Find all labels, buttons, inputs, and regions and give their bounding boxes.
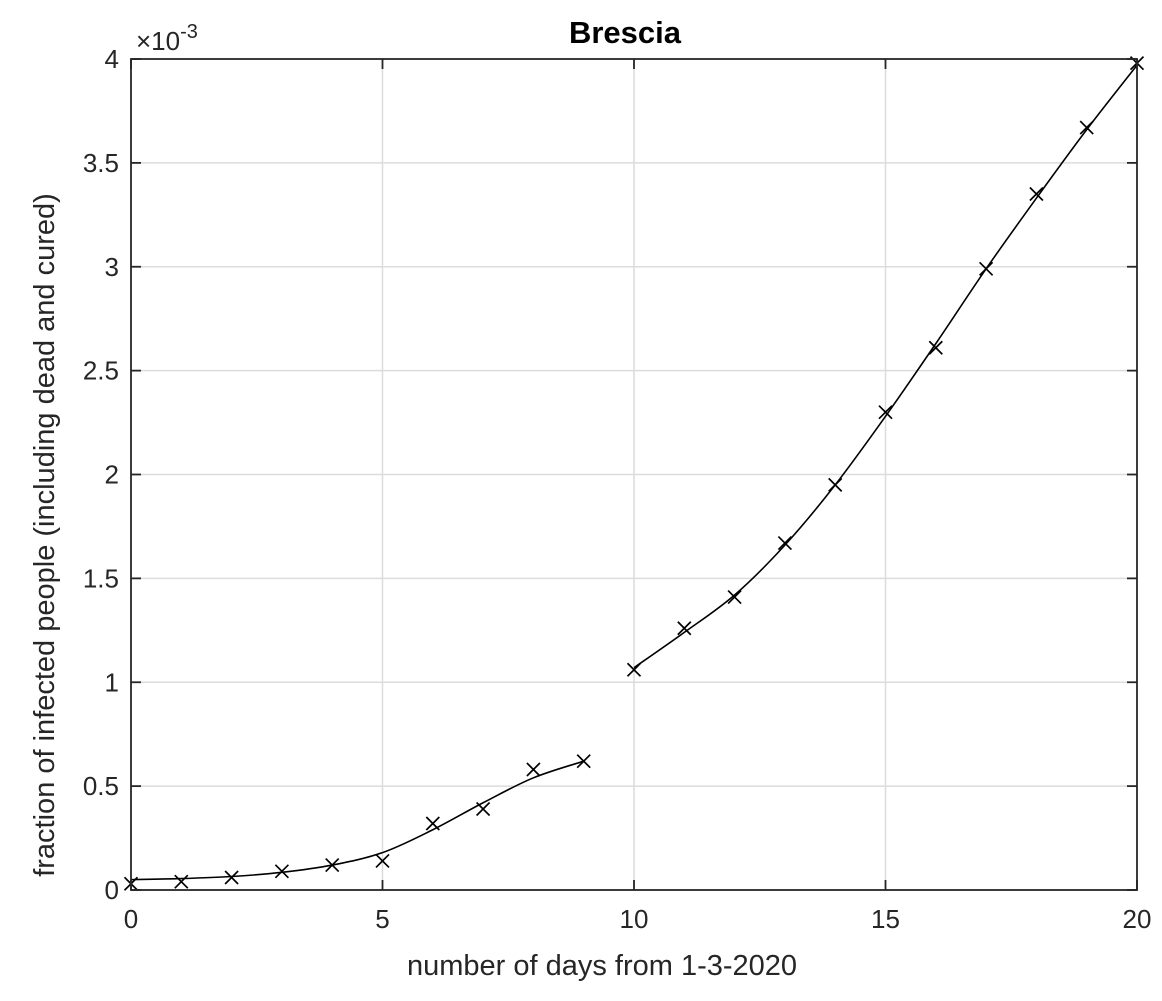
data-point-stroke — [626, 662, 642, 677]
y-tick-label: 1.5 — [83, 563, 119, 593]
y-exponent-label: ×10-3 — [136, 21, 198, 56]
y-tick-label: 3 — [105, 252, 119, 282]
fit-line — [633, 64, 1138, 669]
data-point — [777, 535, 793, 551]
data-point — [224, 870, 239, 885]
x-tick-label: 20 — [1123, 904, 1152, 934]
data-point-stroke — [727, 589, 742, 605]
data-point-stroke — [526, 762, 541, 777]
data-point — [828, 477, 843, 492]
data-point — [727, 589, 742, 605]
x-tick-label: 15 — [871, 904, 900, 934]
data-point — [677, 621, 692, 636]
data-point — [325, 857, 340, 873]
y-tick-label: 1 — [105, 667, 119, 697]
data-point — [475, 801, 491, 817]
data-point — [928, 340, 943, 355]
data-point-stroke — [978, 261, 994, 276]
data-point — [274, 864, 290, 879]
data-point — [626, 662, 642, 677]
data-point-stroke — [375, 853, 390, 869]
x-tick-label: 10 — [620, 904, 649, 934]
y-tick-label: 0 — [105, 875, 119, 905]
grid — [131, 59, 1137, 890]
y-axis-label: fraction of infected people (including d… — [29, 193, 61, 877]
data-point-stroke — [274, 864, 290, 879]
data-point-stroke — [1029, 186, 1044, 202]
data-point — [425, 816, 440, 831]
data-point-stroke — [677, 621, 692, 636]
data-point-stroke — [878, 405, 893, 420]
data-point-stroke — [174, 874, 189, 889]
y-exponent-base: ×10 — [136, 26, 180, 56]
data-point — [978, 261, 994, 276]
x-axis-label: number of days from 1-3-2020 — [407, 950, 797, 982]
data-point — [1029, 186, 1044, 202]
y-tick-label: 2.5 — [83, 356, 119, 386]
tick-labels: 0 5 10 15 20 0 0.5 1 1.5 2 2.5 3 3.5 4 — [83, 44, 1152, 934]
data-point-stroke — [325, 857, 340, 873]
y-tick-label: 3.5 — [83, 148, 119, 178]
y-tick-label: 2 — [105, 460, 119, 490]
data-point — [375, 853, 390, 869]
data-point-stroke — [425, 816, 440, 831]
chart-title: Brescia — [569, 15, 682, 50]
y-tick-label: 4 — [105, 44, 119, 74]
data-point — [576, 754, 591, 769]
data-point — [1079, 120, 1094, 135]
data-point-stroke — [777, 535, 793, 551]
x-tick-label: 5 — [375, 904, 389, 934]
data-point-stroke — [1079, 120, 1094, 135]
fit-line — [130, 760, 584, 881]
y-exponent-power: -3 — [180, 21, 198, 43]
data-point-stroke — [576, 754, 591, 769]
data-point — [174, 874, 189, 889]
data-point-stroke — [928, 340, 943, 355]
y-tick-label: 0.5 — [83, 771, 119, 801]
data-point-stroke — [828, 477, 843, 492]
data-point — [878, 405, 893, 420]
x-tick-label: 0 — [124, 904, 138, 934]
data-point-stroke — [224, 870, 239, 885]
fit-lines — [130, 64, 1138, 881]
data-point-stroke — [475, 801, 491, 817]
data-point — [526, 762, 541, 777]
axes — [130, 58, 1138, 891]
